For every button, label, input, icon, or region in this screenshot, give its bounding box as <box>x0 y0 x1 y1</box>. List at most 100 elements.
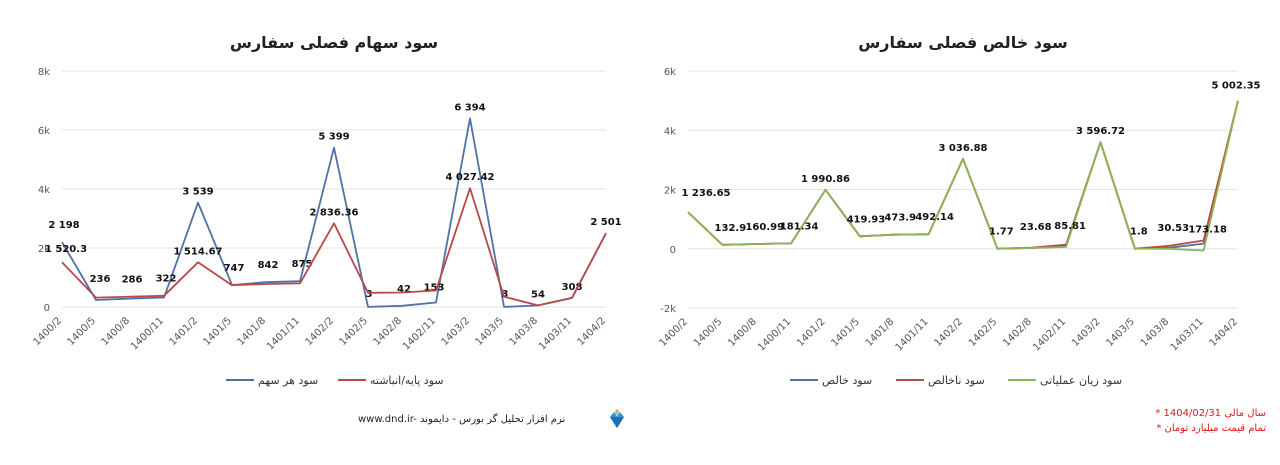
y-tick-label: 4k <box>664 126 676 137</box>
x-tick-label: 1401/11 <box>265 315 302 352</box>
legend-label: سود زیان عملیاتی <box>1040 374 1122 387</box>
y-tick-label: 0 <box>44 303 50 314</box>
legend-label: سود خالص <box>822 374 872 387</box>
x-tick-label: 1401/5 <box>201 315 234 348</box>
y-tick-label: 4k <box>38 185 50 196</box>
x-tick-label: 1401/8 <box>864 316 897 349</box>
x-tick-label: 1403/5 <box>1104 316 1137 349</box>
left-chart-panel: سود سهام فصلی سفارس 0 2k 4k 6k 8k 1400/2 1400/5… <box>31 33 622 387</box>
legend: سود خالص سود ناخالص سود زیان عملیاتی <box>790 374 1122 387</box>
x-tick-label: 1403/2 <box>1070 316 1103 349</box>
x-tick-label: 1402/5 <box>967 316 1000 349</box>
data-label: 1.77 <box>989 227 1014 238</box>
data-label: 419.93 <box>847 214 886 225</box>
data-label: 875 <box>292 259 313 270</box>
footer-credit-text: www.dnd.ir- نرم افزار تحلیل گر بورس - دا… <box>358 414 566 425</box>
data-label: 1 990.86 <box>801 174 850 185</box>
x-tick-label: 1401/2 <box>795 316 828 349</box>
left-chart: سود سهام فصلی سفارس 0 2k 4k 6k 8k 1400/2 1400/5… <box>31 33 621 387</box>
x-tick-label: 1403/5 <box>473 315 506 348</box>
x-tick-label: 1400/8 <box>726 316 759 349</box>
y-tick-label: 6k <box>38 126 50 137</box>
x-tick-label: 1401/8 <box>235 315 268 348</box>
x-tick-label: 1401/5 <box>829 316 862 349</box>
legend-label: سود پایه/انباشته <box>370 374 444 387</box>
x-tick-label: 1400/2 <box>31 315 64 348</box>
data-label: 3 539 <box>182 187 213 198</box>
x-tick-label: 1400/5 <box>692 316 725 349</box>
data-label: 1 236.65 <box>681 188 730 199</box>
footer-credit: www.dnd.ir- نرم افزار تحلیل گر بورس - دا… <box>358 414 565 425</box>
data-label: 473.9 <box>884 213 916 224</box>
x-tick-label: 1402/11 <box>1031 316 1068 353</box>
x-tick-label: 1403/11 <box>537 315 574 352</box>
y-tick-label: 6k <box>664 67 676 78</box>
data-label: 6 394 <box>454 102 485 113</box>
y-tick-label: 2k <box>664 186 676 197</box>
x-tick-label: 1403/8 <box>507 315 540 348</box>
x-tick-label: 1402/8 <box>1001 316 1034 349</box>
diamond-icon <box>606 409 628 435</box>
data-label: 5 399 <box>318 132 349 143</box>
data-label: 3 <box>502 289 509 300</box>
y-tick-label: -2k <box>660 304 676 315</box>
data-label: 3 <box>366 289 373 300</box>
series-line-2 <box>61 187 607 307</box>
legend: سود هر سهم سود پایه/انباشته <box>226 374 444 387</box>
x-tick-label: 1403/11 <box>1169 316 1206 353</box>
data-label: 30.53 <box>1157 223 1189 234</box>
data-label: 5 002.35 <box>1211 81 1260 92</box>
right-chart-panel: سود خالص فصلی سفارس -2k 0 2k 4k 6k 1400/2 1400/… <box>640 0 1280 465</box>
x-tick-label: 1402/2 <box>932 316 965 349</box>
data-label: 1 514.67 <box>173 246 222 257</box>
data-label: 54 <box>531 289 545 300</box>
data-label: 1 520.3 <box>45 244 87 255</box>
data-label: 236 <box>90 274 111 285</box>
data-label: 160.99 <box>745 222 784 233</box>
data-label: 308 <box>562 282 583 293</box>
x-tick-label: 1402/8 <box>371 315 404 348</box>
x-tick-label: 1401/11 <box>894 316 931 353</box>
legend-label: سود ناخالص <box>928 374 985 387</box>
x-tick-label: 1404/2 <box>575 315 608 348</box>
data-label: 85.81 <box>1054 221 1086 232</box>
x-tick-label: 1402/5 <box>337 315 370 348</box>
x-tick-label: 1403/8 <box>1139 316 1172 349</box>
x-tick-label: 1402/11 <box>401 315 438 352</box>
data-label: 23.68 <box>1020 222 1052 233</box>
x-tick-label: 1400/11 <box>129 315 166 352</box>
data-label: 322 <box>156 274 177 285</box>
chart-title: سود خالص فصلی سفارس <box>858 33 1068 52</box>
y-tick-label: 8k <box>38 67 50 78</box>
x-tick-label: 1400/2 <box>657 316 690 349</box>
data-label: 1.8 <box>1130 227 1148 238</box>
data-label: 842 <box>258 260 279 271</box>
data-label: 747 <box>224 263 245 274</box>
y-tick-label: 2k <box>38 244 50 255</box>
y-tick-label: 0 <box>670 245 676 256</box>
data-label: 2 501 <box>590 217 621 228</box>
data-label: 42 <box>397 284 411 295</box>
x-tick-label: 1403/2 <box>439 315 472 348</box>
series-line-3 <box>687 100 1239 252</box>
series-line-1 <box>61 117 607 308</box>
data-label: 2 198 <box>48 220 79 231</box>
legend-label: سود هر سهم <box>258 374 318 387</box>
data-label: 3 596.72 <box>1076 126 1125 137</box>
data-label: 4 027.42 <box>445 172 494 183</box>
chart-title: سود سهام فصلی سفارس <box>230 33 438 52</box>
note-fiscal-year: * سال مالی 1404/02/31 <box>1155 408 1266 419</box>
data-label: 492.14 <box>915 212 954 223</box>
data-label: 3 036.88 <box>938 143 987 154</box>
x-tick-label: 1400/8 <box>99 315 132 348</box>
data-label: 2 836.36 <box>309 207 358 218</box>
x-tick-label: 1404/2 <box>1207 316 1240 349</box>
footer-notes: * سال مالی 1404/02/31 * تمام قیمت میلیار… <box>1066 406 1266 436</box>
x-tick-label: 1400/11 <box>756 316 793 353</box>
data-label: 181.34 <box>780 221 819 232</box>
note-unit: * تمام قیمت میلیارد تومان <box>1156 423 1266 434</box>
data-label: 153 <box>424 282 445 293</box>
data-label: 173.18 <box>1188 225 1227 236</box>
x-tick-label: 1402/2 <box>303 315 336 348</box>
